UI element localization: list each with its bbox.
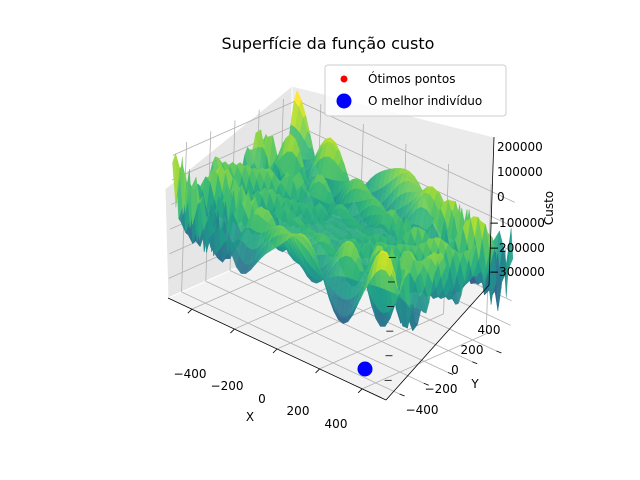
tick-mark	[272, 348, 278, 354]
cost-surface	[172, 89, 514, 332]
z-tick-label: −200000	[489, 241, 545, 255]
wall-gridline	[172, 100, 297, 156]
ticks	[187, 256, 502, 397]
y-axis-line	[385, 284, 490, 401]
legend-label-optimal: Ótimos pontos	[368, 71, 455, 86]
x-tick-label: −200	[211, 379, 244, 393]
floor-gridline	[229, 270, 449, 373]
z-tick-label: 0	[497, 190, 505, 204]
x-tick-label: 0	[258, 392, 266, 406]
wall-gridline	[171, 124, 297, 181]
tick-mark	[472, 361, 478, 365]
tick-mark	[230, 328, 235, 334]
z-tick-labels: 200000 100000 0 −100000 −200000 −300000	[489, 140, 545, 279]
legend-box	[324, 64, 507, 117]
tick-mark	[447, 372, 454, 375]
y-tick-label: 0	[451, 363, 459, 377]
y-tick-labels: −400 −200 0 200 400	[406, 323, 501, 417]
tick-mark	[496, 350, 502, 354]
z-axis-label: Custo	[542, 191, 556, 225]
x-tick-label: −400	[174, 367, 207, 381]
wall-gridline	[296, 100, 515, 203]
z-axis-line	[488, 136, 495, 286]
z-tick-label: 100000	[497, 165, 543, 179]
floor-gridline	[205, 280, 424, 384]
chart-title: Superfície da função custo	[222, 34, 435, 53]
x-tick-label: 200	[287, 404, 310, 418]
x-tick-label: 400	[325, 417, 348, 431]
z-tick-label: 200000	[497, 140, 543, 154]
legend-label-best: O melhor indivíduo	[368, 94, 482, 108]
tick-mark	[399, 393, 405, 397]
tick-mark	[357, 388, 363, 394]
x-tick-labels: −400 −200 0 200 400	[174, 367, 348, 431]
legend-marker-optimal	[340, 75, 348, 83]
z-tick-label: −300000	[489, 265, 545, 279]
x-axis-label: X	[246, 410, 254, 424]
floor-gridline	[181, 291, 400, 395]
y-tick-label: 200	[461, 343, 484, 357]
z-tick-label: −100000	[489, 216, 545, 230]
y-tick-label: −200	[425, 382, 458, 396]
surface-patch	[385, 256, 394, 278]
tick-mark	[187, 308, 193, 314]
tick-mark	[423, 382, 429, 386]
legend-marker-best	[336, 93, 352, 109]
y-tick-label: 400	[478, 323, 501, 337]
y-axis-label: Y	[470, 377, 479, 391]
y-tick-label: −400	[406, 403, 439, 417]
best-individual-point	[357, 361, 373, 377]
legend: Ótimos pontos O melhor indivíduo	[324, 64, 507, 117]
tick-mark	[315, 368, 320, 374]
